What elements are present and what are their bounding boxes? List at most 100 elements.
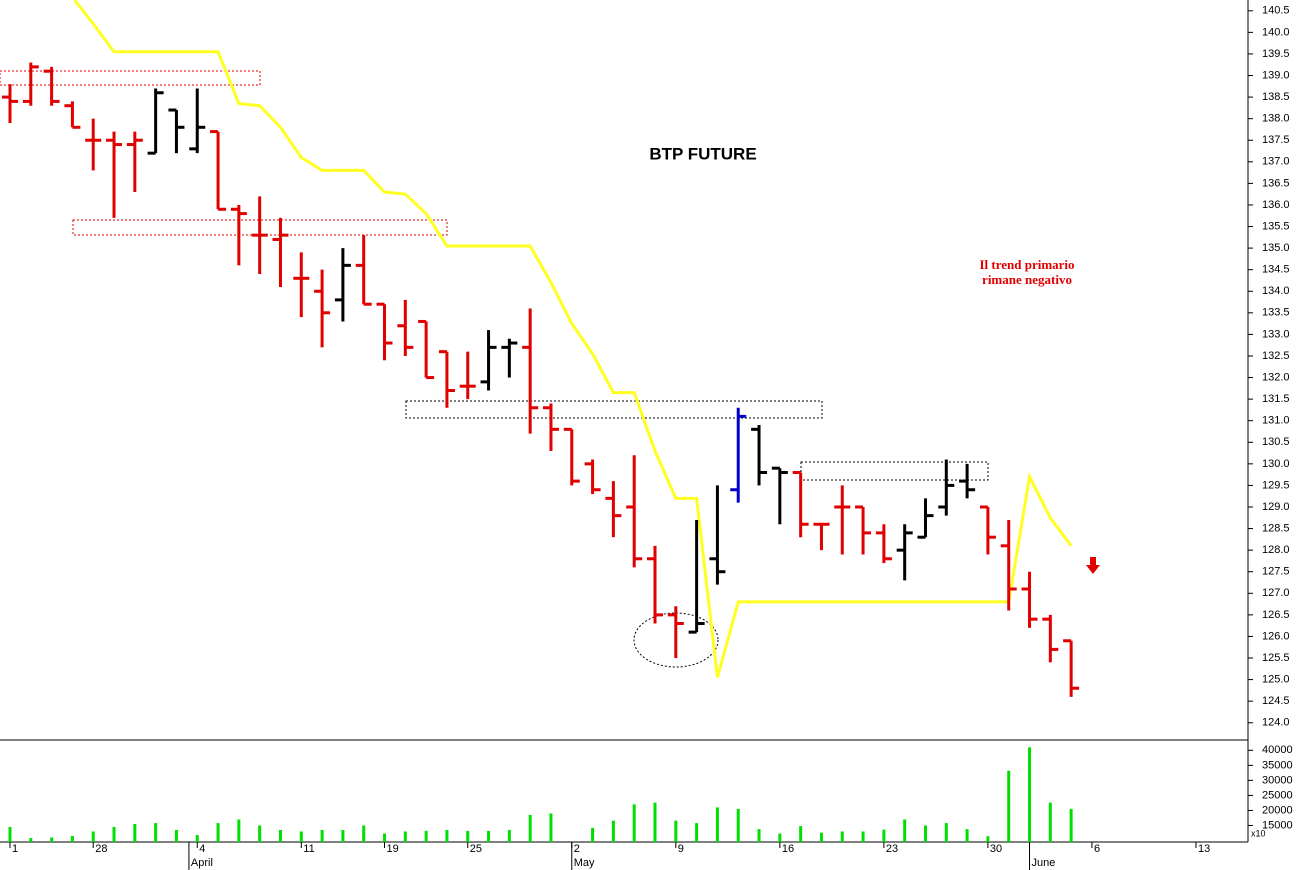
y-tick-label: 15000 — [1262, 819, 1293, 831]
y-tick-label: 134.0 — [1262, 285, 1290, 297]
y-tick-label: 131.5 — [1262, 393, 1290, 405]
y-tick-label: 139.5 — [1262, 48, 1290, 60]
y-tick-label: 136.5 — [1262, 177, 1290, 189]
month-label: June — [1032, 857, 1056, 869]
y-tick-label: 139.0 — [1262, 69, 1290, 81]
annotation: Il trend primario — [979, 257, 1074, 272]
volume-bar — [757, 829, 761, 842]
volume-bar — [882, 829, 886, 842]
volume-bar — [819, 832, 823, 842]
volume-bar — [487, 830, 491, 842]
volume-bar — [341, 829, 345, 842]
volume-bar — [466, 830, 470, 842]
y-tick-label: 130.5 — [1262, 436, 1290, 448]
volume-bar — [112, 826, 116, 842]
y-tick-label: 133.0 — [1262, 328, 1290, 340]
x-tick-label: 16 — [782, 843, 794, 855]
y-tick-label: 137.5 — [1262, 134, 1290, 146]
volume-bar — [986, 836, 990, 842]
y-tick-label: 127.0 — [1262, 587, 1290, 599]
y-tick-label: 138.0 — [1262, 113, 1290, 125]
volume-bar — [50, 837, 54, 842]
y-tick-label: 40000 — [1262, 744, 1293, 756]
volume-bar — [8, 826, 12, 842]
y-tick-label: 137.0 — [1262, 156, 1290, 168]
x-tick-label: 30 — [990, 843, 1002, 855]
resistance-box — [0, 70, 261, 86]
volume-bar — [549, 813, 553, 842]
month-label: April — [191, 857, 213, 869]
volume-bar — [528, 814, 532, 842]
volume-bar — [674, 820, 678, 842]
volume-bar — [903, 819, 907, 842]
x-tick-label: 9 — [678, 843, 684, 855]
volume-bar — [278, 829, 282, 842]
y-tick-label: 135.0 — [1262, 242, 1290, 254]
volume-bar — [840, 831, 844, 842]
trend-line — [73, 0, 1073, 678]
volume-bar — [799, 826, 803, 842]
volume-bar — [424, 830, 428, 842]
x-tick-label: 2 — [574, 843, 580, 855]
volume-bar — [133, 823, 137, 842]
y-tick-label: 35000 — [1262, 759, 1293, 771]
volume-bar — [1007, 770, 1011, 842]
volume-bar — [591, 827, 595, 842]
y-tick-label: 130.0 — [1262, 458, 1290, 470]
y-tick-label: 132.0 — [1262, 371, 1290, 383]
y-tick-label: 20000 — [1262, 804, 1293, 816]
volume-bar — [195, 835, 199, 842]
month-label: May — [574, 857, 595, 869]
x-tick-label: 6 — [1094, 843, 1100, 855]
y-tick-label: 125.0 — [1262, 673, 1290, 685]
resistance-box — [405, 400, 823, 419]
volume-bar — [1069, 808, 1073, 842]
volume-bar — [237, 819, 241, 842]
annotation: rimane negativo — [982, 272, 1072, 287]
volume-bar — [653, 802, 657, 842]
volume-bar — [1028, 747, 1032, 842]
volume-bar — [965, 829, 969, 842]
volume-bar — [778, 833, 782, 842]
chart-title: BTP FUTURE — [649, 144, 756, 163]
x-tick-label: 1 — [12, 843, 18, 855]
volume-bar — [715, 807, 719, 842]
y-tick-label: 124.0 — [1262, 717, 1290, 729]
x-tick-label: 19 — [387, 843, 399, 855]
x-tick-label: 25 — [470, 843, 482, 855]
y-tick-label: 30000 — [1262, 774, 1293, 786]
volume-bar — [299, 831, 303, 842]
y-tick-label: 127.5 — [1262, 566, 1290, 578]
y-tick-label: 140.0 — [1262, 26, 1290, 38]
volume-bar — [861, 831, 865, 842]
y-tick-label: 140.5 — [1262, 5, 1290, 17]
volume-bar — [1048, 802, 1052, 842]
volume-bar — [91, 831, 95, 842]
y-tick-label: 124.5 — [1262, 695, 1290, 707]
y-tick-label: 138.5 — [1262, 91, 1290, 103]
axis-unit: x10 — [1251, 828, 1266, 838]
y-tick-label: 129.5 — [1262, 479, 1290, 491]
y-tick-label: 129.0 — [1262, 501, 1290, 513]
y-tick-label: 135.5 — [1262, 220, 1290, 232]
volume-bar — [29, 838, 33, 842]
x-tick-label: 13 — [1198, 843, 1210, 855]
volume-bar — [632, 804, 636, 842]
y-tick-label: 128.5 — [1262, 522, 1290, 534]
volume-bar — [70, 835, 74, 842]
volume-bar — [258, 825, 262, 842]
x-tick-label: 11 — [303, 843, 314, 855]
y-tick-label: 136.0 — [1262, 199, 1290, 211]
volume-bar — [445, 829, 449, 842]
volume-bar — [944, 823, 948, 842]
y-tick-label: 131.0 — [1262, 415, 1290, 427]
y-tick-label: 25000 — [1262, 789, 1293, 801]
x-tick-label: 23 — [886, 843, 898, 855]
x-tick-label: 4 — [199, 843, 205, 855]
volume-bar — [216, 823, 220, 842]
y-tick-label: 133.5 — [1262, 307, 1290, 319]
volume-bar — [923, 825, 927, 842]
volume-bar — [695, 823, 699, 842]
down-arrow — [1086, 557, 1100, 574]
